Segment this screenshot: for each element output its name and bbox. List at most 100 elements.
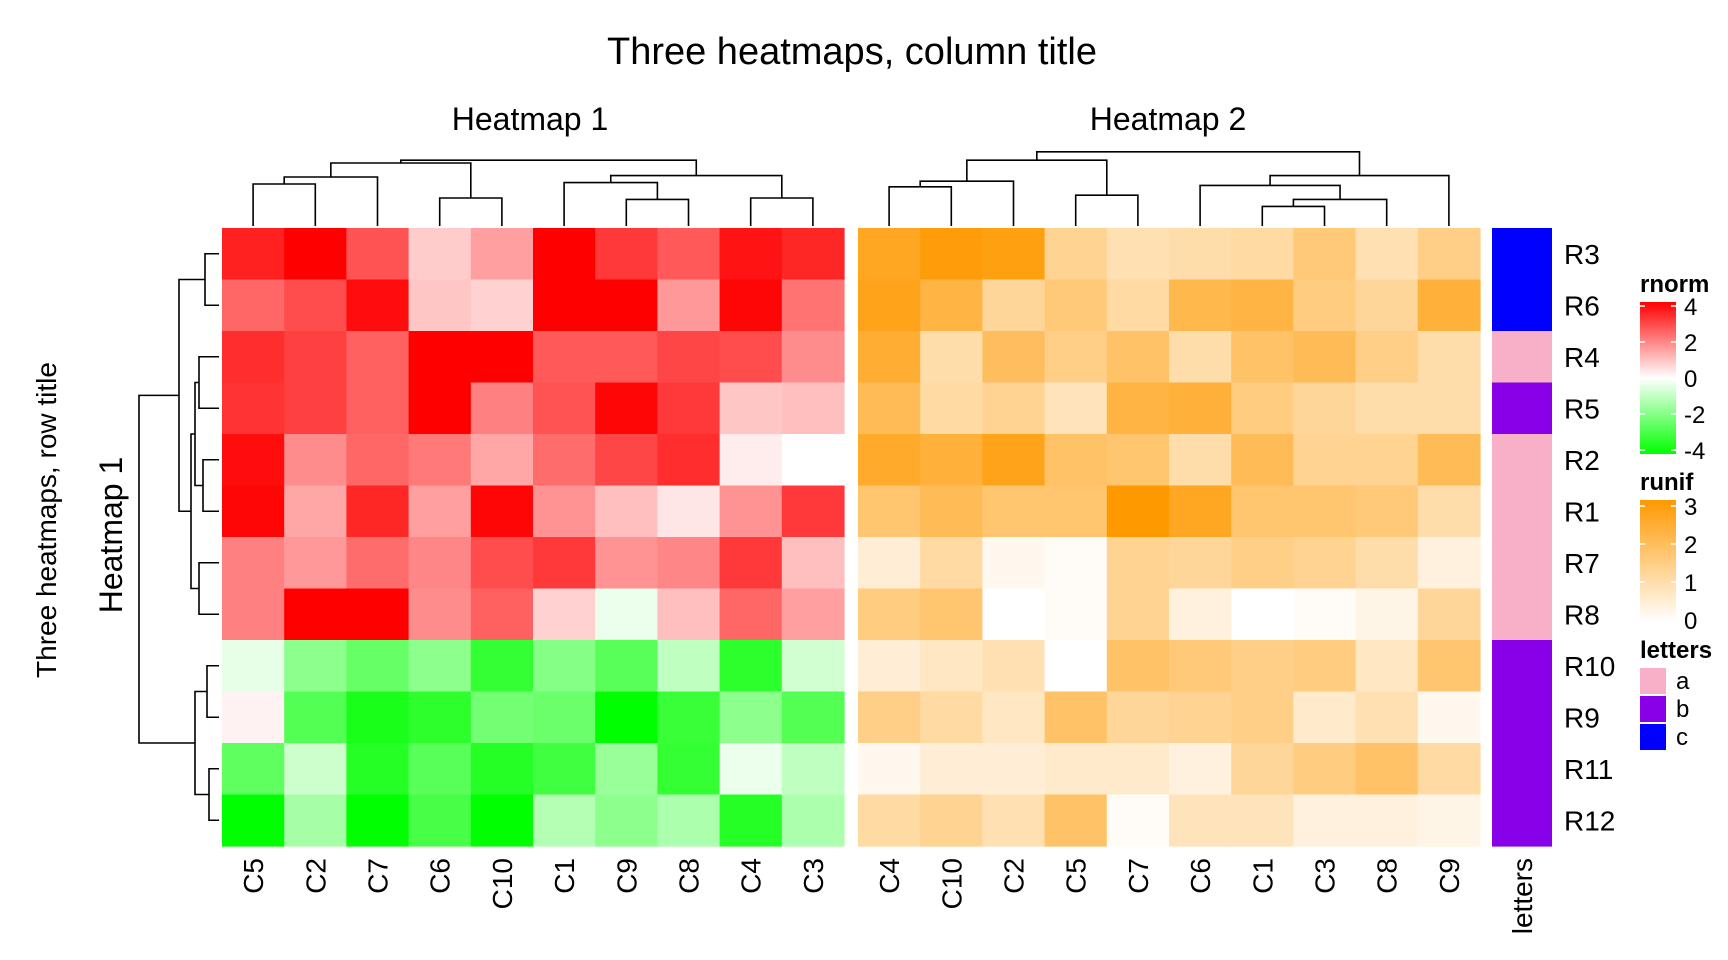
heatmap-2-cell-R1-C9: [1417, 485, 1481, 538]
heatmap-2-cell-R7-C9: [1417, 537, 1481, 590]
heatmap-1-cell-R10-C6: [408, 640, 472, 693]
column-dendrogram-branch: [1074, 194, 1139, 226]
heatmap-1-cell-R11-C2: [284, 743, 347, 796]
heatmap-2-cell-R9-C3: [1293, 691, 1357, 744]
heatmap-1-cell-R2-C4: [719, 434, 783, 487]
heatmap-1-column-label: C10: [487, 858, 518, 909]
heatmap-1-cell-R6-C8: [657, 279, 721, 332]
heatmap-1-cell-R7-C2: [284, 537, 347, 590]
heatmap-2-cell-R1-C6: [1169, 485, 1232, 538]
heatmap-2-cell-R11-C9: [1417, 743, 1481, 796]
heatmap-2-column-label: C9: [1434, 858, 1465, 894]
legend-letters-level: b: [1676, 696, 1689, 723]
heatmap-1-cell-R5-C6: [408, 382, 472, 435]
heatmap-1-cell-R7-C7: [346, 537, 410, 590]
heatmap-2-cell-R3-C2: [982, 228, 1046, 281]
heatmap-2-cell-R11-C6: [1169, 743, 1232, 796]
heatmap-2-cell-R5-C1: [1231, 382, 1294, 435]
heatmap-2-cell-R10-C10: [920, 640, 983, 693]
heatmap-2-cell-R3-C6: [1169, 228, 1232, 281]
heatmap-1-cell-R2-C7: [346, 434, 410, 487]
annotation-cell-R10: [1492, 640, 1552, 693]
heatmap-2-cell-R3-C3: [1293, 228, 1357, 281]
heatmap-1-cell-R10-C4: [719, 640, 783, 693]
column-dendrogram-branch: [919, 180, 1015, 226]
heatmap-2-column-label: C2: [999, 858, 1030, 894]
heatmap-1-cell-R9-C5: [222, 691, 285, 744]
annotation-cell-R1: [1492, 485, 1552, 538]
row-label: R10: [1564, 651, 1615, 682]
heatmap-2-cell-R11-C3: [1293, 743, 1357, 796]
column-dendrogram-branch: [330, 162, 472, 198]
heatmap-1-title: Heatmap 1: [452, 101, 609, 137]
heatmap-2-cell-R1-C2: [982, 485, 1046, 538]
heatmap-2-cell-R6-C2: [982, 279, 1046, 332]
heatmap-1-cell-R5-C3: [781, 382, 845, 435]
heatmap-1-column-label: C8: [674, 858, 705, 894]
heatmap-2-cell-R8-C5: [1044, 588, 1108, 641]
heatmap-1-cell-R7-C5: [222, 537, 285, 590]
row-title: Three heatmaps, row title: [31, 362, 62, 678]
row-dendrogram-branch: [202, 458, 219, 513]
row-label: R11: [1564, 754, 1613, 785]
column-dendrogram-branch: [625, 198, 690, 226]
column-dendrogram-branch: [1261, 205, 1326, 226]
heatmap-1-cell-R3-C9: [595, 228, 658, 281]
heatmap-1-cell-R4-C2: [284, 331, 347, 384]
heatmap-1-cell-R12-C3: [781, 794, 845, 847]
dendrograms: [138, 151, 1450, 822]
heatmap-1-column-label: C7: [363, 858, 394, 894]
heatmap-2-cell-R9-C1: [1231, 691, 1294, 744]
heatmap-1-cell-R1-C6: [408, 485, 472, 538]
heatmap-2-cell-R8-C2: [982, 588, 1046, 641]
letters-annotation: [1492, 228, 1552, 847]
annotation-cell-R3: [1492, 228, 1552, 281]
heatmap-2-cell-R9-C9: [1417, 691, 1481, 744]
heatmap-2-cell-R12-C2: [982, 794, 1046, 847]
column-dendrogram-branch: [609, 174, 783, 198]
heatmap-2-cell-R8-C3: [1293, 588, 1357, 641]
heatmap-1-cell-R4-C6: [408, 331, 472, 384]
heatmap-2-cell-R10-C7: [1106, 640, 1170, 693]
heatmap-1-cell-R8-C6: [408, 588, 472, 641]
heatmap-2-cell-R9-C2: [982, 691, 1046, 744]
heatmap-1-cell-R7-C4: [719, 537, 783, 590]
heatmap-2-cell-R10-C2: [982, 640, 1046, 693]
heatmap-2-cell-R12-C4: [858, 794, 921, 847]
heatmap-2-cell-R5-C4: [858, 382, 921, 435]
heatmap-1-cell-R8-C1: [533, 588, 596, 641]
heatmap-2-cell-R4-C10: [920, 331, 983, 384]
legend-rnorm-title: rnorm: [1640, 271, 1709, 298]
heatmap-1-cell-R11-C3: [781, 743, 845, 796]
heatmap-1-cell-R6-C2: [284, 279, 347, 332]
heatmap-2-column-label: C8: [1372, 858, 1403, 894]
heatmap-1-cell-R3-C8: [657, 228, 721, 281]
heatmap-1-cell-R9-C2: [284, 691, 347, 744]
heatmap-2-cell-R5-C6: [1169, 382, 1232, 435]
heatmap-2-cell-R7-C7: [1106, 537, 1170, 590]
heatmap-2-cell-R6-C8: [1355, 279, 1419, 332]
legend-rnorm-colorbar: [1640, 302, 1676, 454]
heatmap-2-cell-R3-C7: [1106, 228, 1170, 281]
heatmap-2-cell-R6-C4: [858, 279, 921, 332]
heatmap-1-column-label: C2: [300, 858, 331, 894]
heatmap-1-cell-R6-C10: [470, 279, 534, 332]
heatmap-2-cell-R12-C1: [1231, 794, 1294, 847]
heatmap-2-cell-R4-C2: [982, 331, 1046, 384]
heatmap-1-cell-R10-C3: [781, 640, 845, 693]
heatmap-1-cell-R4-C1: [533, 331, 596, 384]
heatmap-1-cell-R1-C4: [719, 485, 783, 538]
heatmap-1-cell-R8-C2: [284, 588, 347, 641]
heatmap-2-cell-R3-C9: [1417, 228, 1481, 281]
heatmap-1-cell-R7-C9: [595, 537, 658, 590]
heatmap-1-row-label: Heatmap 1: [93, 457, 129, 614]
heatmap-2-cell-R10-C5: [1044, 640, 1108, 693]
row-dendrogram-branch: [198, 355, 219, 410]
heatmap-2-column-label: C5: [1061, 858, 1092, 894]
heatmap-1-cell-R11-C10: [470, 743, 534, 796]
column-dendrogram-branch: [252, 183, 317, 226]
heatmap-1-cell-R10-C7: [346, 640, 410, 693]
heatmap-2-cell-R1-C1: [1231, 485, 1294, 538]
heatmap-2-cell-R6-C7: [1106, 279, 1170, 332]
heatmap-1-cell-R9-C3: [781, 691, 845, 744]
